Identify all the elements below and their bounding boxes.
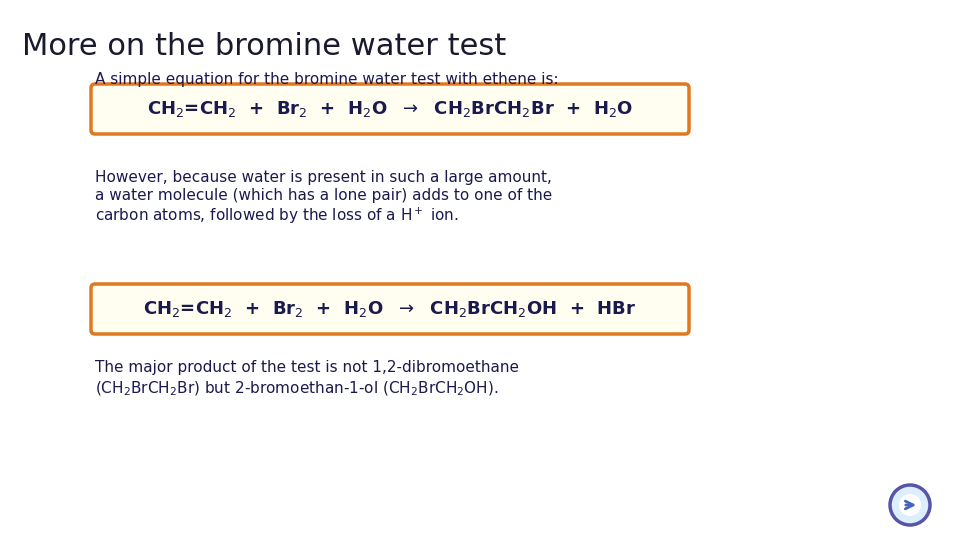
Text: (CH$_2$BrCH$_2$Br) but 2-bromoethan-1-ol (CH$_2$BrCH$_2$OH).: (CH$_2$BrCH$_2$Br) but 2-bromoethan-1-ol… [95,380,498,399]
Text: carbon atoms, followed by the loss of a H$^+$ ion.: carbon atoms, followed by the loss of a … [95,206,459,226]
Text: CH$_2$=CH$_2$  +  Br$_2$  +  H$_2$O  $\rightarrow$  CH$_2$BrCH$_2$Br  +  H$_2$O: CH$_2$=CH$_2$ + Br$_2$ + H$_2$O $\righta… [147,99,633,119]
Text: A simple equation for the bromine water test with ethene is:: A simple equation for the bromine water … [95,72,559,87]
Text: CH$_2$=CH$_2$  +  Br$_2$  +  H$_2$O  $\rightarrow$  CH$_2$BrCH$_2$OH  +  HBr: CH$_2$=CH$_2$ + Br$_2$ + H$_2$O $\righta… [143,299,636,319]
FancyBboxPatch shape [91,284,689,334]
Text: More on the bromine water test: More on the bromine water test [22,32,506,61]
FancyBboxPatch shape [91,84,689,134]
Text: However, because water is present in such a large amount,: However, because water is present in suc… [95,170,552,185]
Circle shape [899,494,921,516]
Text: a water molecule (which has a lone pair) adds to one of the: a water molecule (which has a lone pair)… [95,188,552,203]
Circle shape [890,485,930,525]
Text: The major product of the test is not 1,2-dibromoethane: The major product of the test is not 1,2… [95,360,519,375]
